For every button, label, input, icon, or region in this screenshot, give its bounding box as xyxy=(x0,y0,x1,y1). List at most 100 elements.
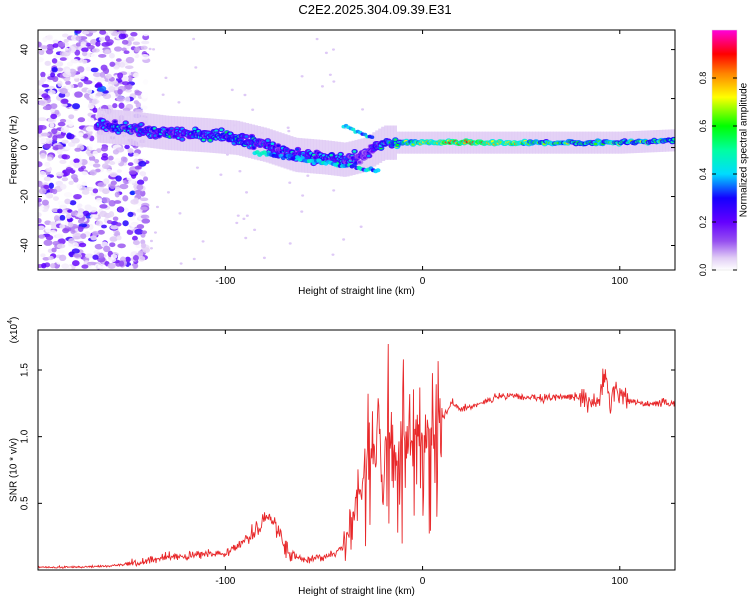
noise-blob xyxy=(98,252,105,259)
colorbar-tick-label: 0.8 xyxy=(698,72,708,85)
y-axis-label: Frequency (Hz) xyxy=(9,116,20,185)
noise-blob xyxy=(127,148,134,154)
noise-blob xyxy=(77,212,84,218)
ridge-core xyxy=(123,121,128,125)
noise-blob xyxy=(43,176,52,182)
noise-blob xyxy=(134,189,143,196)
noise-blob xyxy=(132,240,140,246)
ridge-core xyxy=(276,144,281,147)
noise-blob xyxy=(361,108,365,111)
ridge-core xyxy=(265,139,270,142)
noise-blob xyxy=(52,43,59,48)
noise-blob xyxy=(38,197,42,203)
noise-blob xyxy=(90,235,98,241)
noise-blob xyxy=(38,180,43,188)
noise-blob xyxy=(192,257,196,261)
noise-blob xyxy=(97,85,107,92)
noise-blob xyxy=(195,166,199,169)
noise-blob xyxy=(64,145,71,150)
noise-blob xyxy=(143,176,149,182)
noise-blob xyxy=(92,254,99,260)
noise-blob xyxy=(130,190,136,196)
noise-blob xyxy=(142,30,149,37)
ridge-branch xyxy=(350,127,356,132)
noise-blob xyxy=(324,51,328,55)
noise-blob xyxy=(60,126,70,133)
noise-blob xyxy=(98,53,107,58)
noise-blob xyxy=(48,230,57,235)
colorbar-tick-label: 0.0 xyxy=(698,264,708,277)
noise-blob xyxy=(86,88,93,94)
noise-blob xyxy=(52,76,59,83)
noise-blob xyxy=(52,188,58,195)
noise-blob xyxy=(121,81,130,86)
snr-series-line xyxy=(38,343,675,569)
noise-blob xyxy=(102,67,110,75)
noise-blob xyxy=(55,61,64,67)
noise-blob xyxy=(75,42,82,47)
noise-blob xyxy=(118,62,126,68)
noise-blob xyxy=(38,225,45,230)
noise-blob xyxy=(46,43,55,51)
noise-blob xyxy=(38,206,44,212)
noise-blob xyxy=(46,156,53,162)
ridge-core xyxy=(231,142,236,145)
noise-blob xyxy=(50,103,58,109)
noise-blob xyxy=(133,152,140,157)
noise-blob xyxy=(109,183,116,190)
noise-blob xyxy=(59,57,67,61)
noise-blob xyxy=(72,253,82,258)
ridge-core xyxy=(113,120,117,123)
noise-blob xyxy=(82,133,89,139)
ridge-core xyxy=(172,135,177,138)
noise-blob xyxy=(51,66,58,73)
noise-blob xyxy=(48,40,54,45)
noise-blob xyxy=(70,173,78,180)
noise-blob xyxy=(146,216,150,219)
noise-blob xyxy=(59,223,66,229)
noise-blob xyxy=(85,126,94,132)
noise-blob xyxy=(106,219,113,224)
noise-blob xyxy=(74,266,80,270)
noise-blob xyxy=(92,188,99,194)
noise-blob xyxy=(245,191,249,194)
noise-blob xyxy=(74,147,82,152)
noise-blob xyxy=(122,156,128,163)
noise-blob xyxy=(41,262,47,269)
noise-blob xyxy=(126,176,132,181)
noise-blob xyxy=(114,191,120,198)
spectrogram-area xyxy=(38,30,675,270)
y-tick-label: 0.5 xyxy=(20,496,31,510)
noise-blob xyxy=(95,41,101,47)
noise-blob xyxy=(81,181,87,187)
noise-blob xyxy=(38,161,43,168)
noise-blob xyxy=(108,199,116,207)
noise-blob xyxy=(122,220,129,227)
noise-blob xyxy=(41,199,49,206)
y-multiplier-text: (x104) xyxy=(7,317,20,344)
noise-blob xyxy=(62,228,70,234)
noise-blob xyxy=(87,117,95,123)
snr-area xyxy=(38,343,675,569)
noise-blob xyxy=(236,214,240,217)
noise-blob xyxy=(132,235,138,241)
noise-blob xyxy=(61,103,68,108)
noise-blob xyxy=(40,76,47,83)
noise-blob xyxy=(45,137,53,145)
noise-blob xyxy=(134,90,143,96)
noise-blob xyxy=(51,58,58,64)
spectrogram-frame xyxy=(37,29,676,271)
ridge-core xyxy=(139,123,143,126)
noise-blob xyxy=(77,226,84,232)
noise-blob xyxy=(179,262,183,265)
noise-blob xyxy=(57,41,66,47)
noise-blob xyxy=(201,240,205,243)
y-multiplier-close: ) xyxy=(9,317,20,320)
noise-blob xyxy=(301,194,305,197)
noise-blob xyxy=(49,221,58,226)
noise-blob xyxy=(117,243,126,249)
noise-blob xyxy=(122,195,129,202)
noise-blob xyxy=(117,88,123,95)
noise-blob xyxy=(82,210,90,217)
noise-blob xyxy=(42,105,52,111)
